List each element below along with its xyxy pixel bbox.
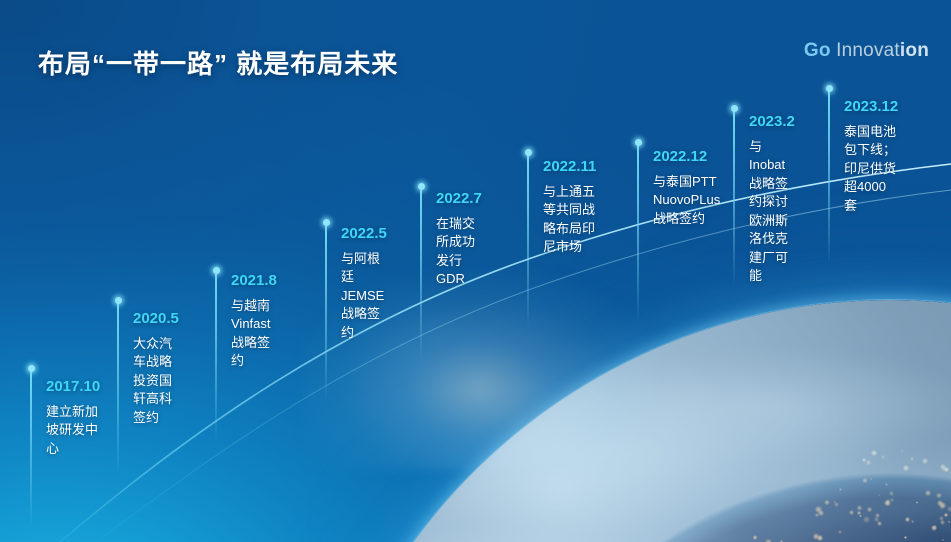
- timeline-description: 在瑞交所成功发行GDR: [436, 216, 476, 287]
- timeline-item-body: 2021.8 与越南Vinfast战略签约: [231, 272, 277, 371]
- timeline-stem: [634, 139, 642, 322]
- timeline-description: 与越南Vinfast战略签约: [231, 298, 271, 369]
- timeline-marker-dot: [524, 149, 532, 156]
- timeline-year: 2017.10: [46, 378, 101, 395]
- timeline-stem: [825, 85, 833, 266]
- timeline-item-body: 2022.5 与阿根廷JEMSE战略签约: [341, 225, 387, 342]
- timeline-item-body: 2023.12 泰国电池包下线；印尼供货超4000套: [844, 98, 898, 215]
- timeline-stem: [730, 105, 738, 286]
- timeline-marker-dot: [212, 267, 220, 274]
- timeline-marker-dot: [825, 85, 833, 92]
- timeline-description: 泰国电池包下线；印尼供货超4000套: [844, 124, 897, 213]
- timeline-year: 2021.8: [231, 272, 277, 289]
- timeline-year: 2022.12: [653, 148, 708, 165]
- timeline-marker-dot: [27, 365, 35, 372]
- timeline-stem: [212, 267, 220, 442]
- timeline-item-body: 2023.2 与Inobat战略签约探讨欧洲斯洛伐克建厂可能: [749, 113, 795, 286]
- timeline-year: 2022.5: [341, 225, 387, 242]
- timeline-year: 2022.11: [543, 158, 597, 175]
- timeline-description: 大众汽车战略投资国轩高科签约: [133, 336, 173, 425]
- timeline-year: 2020.5: [133, 310, 179, 327]
- timeline-stem: [114, 297, 122, 475]
- timeline-marker-dot: [730, 105, 738, 112]
- timeline-item-body: 2022.7 在瑞交所成功发行GDR: [436, 190, 482, 289]
- logo-part-innovat: Innovat: [830, 40, 900, 61]
- timeline-stem: [27, 365, 35, 528]
- logo-part-ion: ion: [899, 40, 929, 61]
- logo-part-go: Go: [803, 40, 831, 61]
- timeline-description: 与Inobat战略签约探讨欧洲斯洛伐克建厂可能: [749, 139, 789, 284]
- timeline-description: 建立新加坡研发中心: [46, 404, 99, 456]
- timeline-marker-dot: [634, 139, 642, 146]
- timeline-marker-dot: [322, 219, 330, 226]
- timeline-year: 2023.12: [844, 98, 899, 115]
- timeline-year: 2022.7: [436, 190, 482, 207]
- timeline-description: 与泰国PTT NuovoPLus 战略签约: [653, 174, 721, 226]
- brand-logo: Go Innovation: [804, 40, 929, 62]
- timeline-item-body: 2022.12 与泰国PTT NuovoPLus 战略签约: [653, 148, 720, 228]
- timeline-year: 2023.2: [749, 113, 795, 130]
- timeline-stem: [524, 149, 532, 327]
- timeline-description: 与上通五等共同战略布局印尼市场: [543, 184, 596, 255]
- timeline-item-body: 2022.11 与上通五等共同战略布局印尼市场: [543, 158, 596, 257]
- timeline-stem: [417, 183, 425, 361]
- timeline-description: 与阿根廷JEMSE战略签约: [341, 251, 385, 340]
- timeline-marker-dot: [114, 297, 122, 304]
- timeline-item-body: 2020.5 大众汽车战略投资国轩高科签约: [133, 310, 179, 427]
- timeline-item-body: 2017.10 建立新加坡研发中心: [46, 378, 100, 458]
- page-title: 布局“一带一路” 就是布局未来: [38, 49, 399, 79]
- timeline-stem: [322, 219, 330, 402]
- timeline-marker-dot: [417, 183, 425, 190]
